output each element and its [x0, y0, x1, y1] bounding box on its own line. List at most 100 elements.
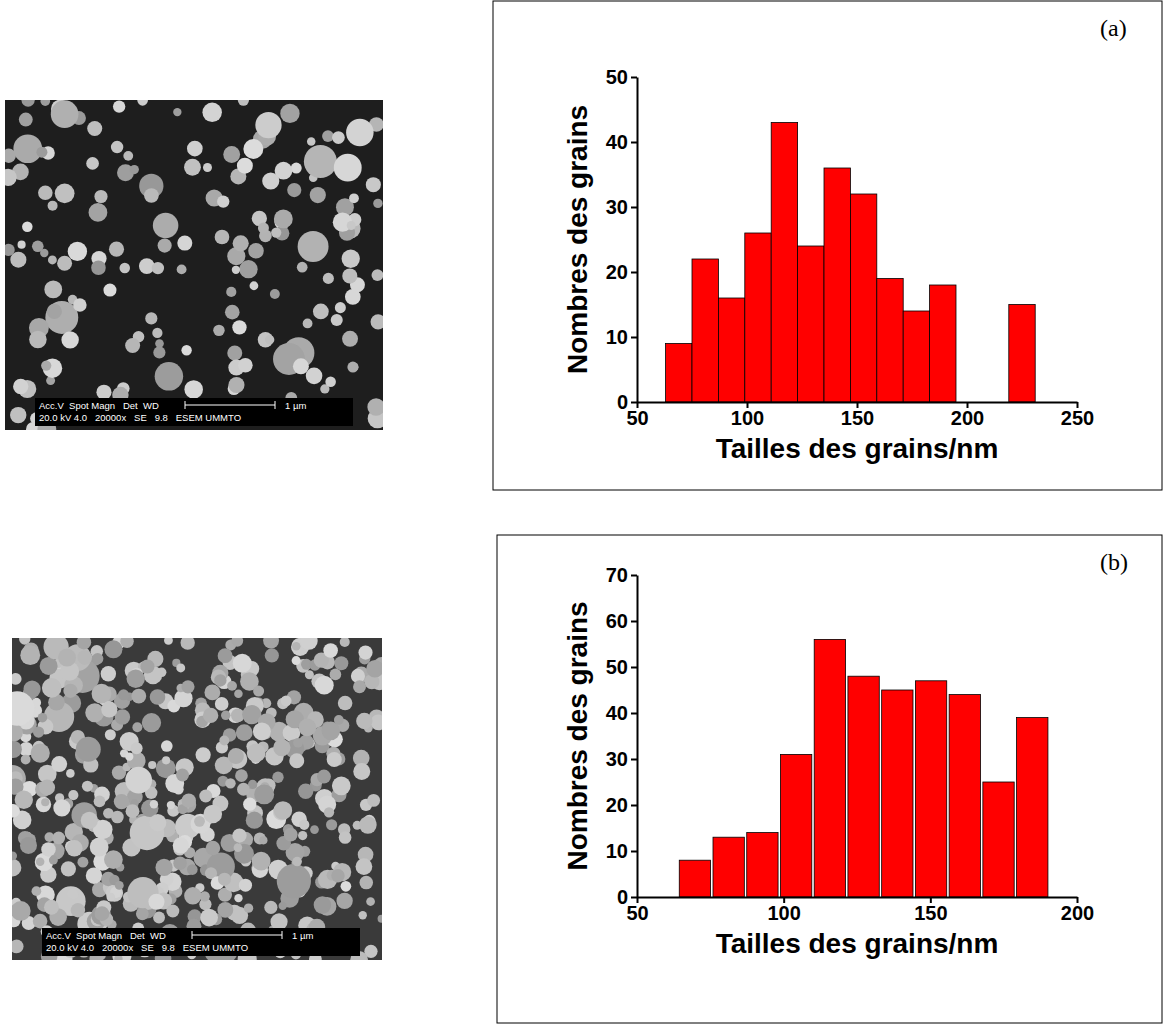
grain — [366, 660, 382, 677]
x-axis: 50100150200 — [626, 897, 1094, 924]
bar — [780, 754, 811, 897]
grain — [150, 689, 166, 705]
grain — [277, 864, 311, 898]
grain — [298, 831, 307, 840]
tick-label: 30 — [606, 748, 628, 770]
grain — [126, 670, 144, 688]
grain — [252, 852, 271, 871]
grain — [176, 769, 189, 782]
tick-mark — [631, 897, 637, 899]
grain — [225, 305, 240, 320]
grain — [155, 859, 172, 876]
scale-label: 1 µm — [285, 400, 306, 411]
grain — [106, 893, 115, 902]
grain — [12, 939, 24, 953]
grain — [228, 377, 244, 393]
tick: 30 — [606, 196, 637, 218]
grain — [167, 801, 175, 809]
tick-label: 10 — [606, 326, 628, 348]
grain — [41, 798, 49, 806]
grain — [180, 638, 194, 650]
grain — [353, 763, 370, 780]
bar — [798, 246, 824, 402]
bar — [877, 279, 903, 403]
grain — [247, 744, 266, 763]
grain — [113, 100, 125, 112]
grain — [67, 888, 78, 899]
scale-bar — [185, 405, 275, 406]
grain — [40, 249, 48, 257]
tick: 150 — [841, 402, 874, 429]
tick: 60 — [606, 610, 637, 632]
grain — [36, 147, 47, 158]
grain — [234, 689, 243, 698]
grain — [120, 638, 133, 648]
grain — [203, 708, 218, 723]
grain — [101, 701, 117, 717]
grain — [94, 795, 106, 807]
grain — [101, 666, 116, 681]
grain — [331, 869, 344, 882]
y-axis-title: Nombres des grains — [562, 105, 593, 374]
tick-mark — [631, 272, 637, 274]
grain — [331, 314, 343, 326]
grain — [42, 678, 62, 698]
tick-label: 40 — [606, 131, 628, 153]
tick-label: 200 — [951, 407, 984, 429]
tick-label: 40 — [606, 702, 628, 724]
grain — [372, 269, 383, 281]
grain — [36, 797, 51, 812]
grain — [340, 638, 350, 647]
info-text: 20.0 kV 4.0 20000x SE 9.8 ESEM UMMTO — [39, 412, 241, 423]
tick: 0 — [617, 391, 637, 413]
grain — [244, 903, 253, 912]
grain — [150, 800, 158, 808]
grain — [349, 193, 359, 203]
tick: 50 — [626, 402, 648, 429]
bar — [814, 639, 845, 897]
grain — [356, 858, 373, 875]
tick-label: 150 — [841, 407, 874, 429]
grain — [152, 328, 162, 338]
grain — [130, 165, 139, 174]
tick-mark — [631, 621, 637, 623]
grain — [18, 241, 26, 249]
grain — [41, 100, 51, 106]
grain — [293, 358, 309, 374]
grain — [236, 724, 253, 741]
info-text: Acc.V Spot Magn Det WD — [46, 930, 166, 941]
grain — [12, 724, 23, 741]
grain — [36, 857, 45, 866]
grain — [22, 221, 33, 232]
tick-mark — [631, 402, 637, 404]
grain — [85, 703, 104, 722]
grain — [19, 113, 33, 127]
grain — [12, 859, 21, 877]
grain — [48, 201, 58, 211]
grain — [299, 820, 309, 830]
tick: 50 — [606, 656, 637, 678]
tick: 0 — [617, 886, 637, 908]
grain — [155, 339, 164, 348]
bar — [882, 690, 913, 897]
grain — [86, 157, 99, 170]
grain — [21, 755, 31, 765]
grain — [204, 685, 220, 701]
bar — [983, 782, 1014, 897]
scale-bar-end — [275, 401, 276, 409]
grain — [253, 686, 264, 697]
grain — [12, 691, 34, 726]
bar — [718, 298, 744, 402]
bar — [745, 233, 771, 402]
grain — [71, 903, 85, 917]
tick: 50 — [626, 897, 648, 924]
info-text: Acc.V Spot Magn Det WD — [39, 400, 159, 411]
tick-mark — [631, 759, 637, 761]
grain — [77, 857, 88, 868]
grain — [292, 857, 302, 867]
grain — [214, 674, 226, 686]
grain — [149, 814, 166, 831]
info-text: 20.0 kV 4.0 20000x SE 9.8 ESEM UMMTO — [46, 942, 248, 953]
grain — [137, 100, 148, 106]
bar — [679, 860, 710, 897]
